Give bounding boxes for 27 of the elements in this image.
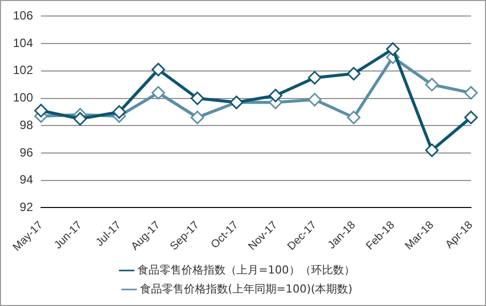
point [346,66,360,80]
y-tick-label: 98 [20,118,34,132]
point [425,78,439,92]
point [386,42,400,56]
point [346,110,360,124]
point [425,144,439,158]
y-tick-label: 94 [20,172,34,187]
point [308,92,322,106]
point [34,104,48,118]
y-tick-label: 92 [20,200,34,214]
y-tick-label: 102 [12,63,34,78]
point [464,110,478,124]
point [73,112,87,126]
y-tick-label: 106 [12,8,34,23]
point [190,92,204,106]
y-tick-label: 100 [12,90,34,105]
y-tick-label: 96 [20,145,34,160]
point [464,86,478,100]
point [112,105,126,119]
point [152,62,166,76]
point [308,71,322,85]
point [152,86,166,100]
legend-label: 食品零售价格指数（上月=100）（环比数） [138,263,355,276]
legend-label: 食品零售价格指数(上年同期=100)(本期数) [140,282,352,296]
point [190,110,204,124]
point [268,88,282,102]
y-tick-label: 104 [12,36,34,50]
